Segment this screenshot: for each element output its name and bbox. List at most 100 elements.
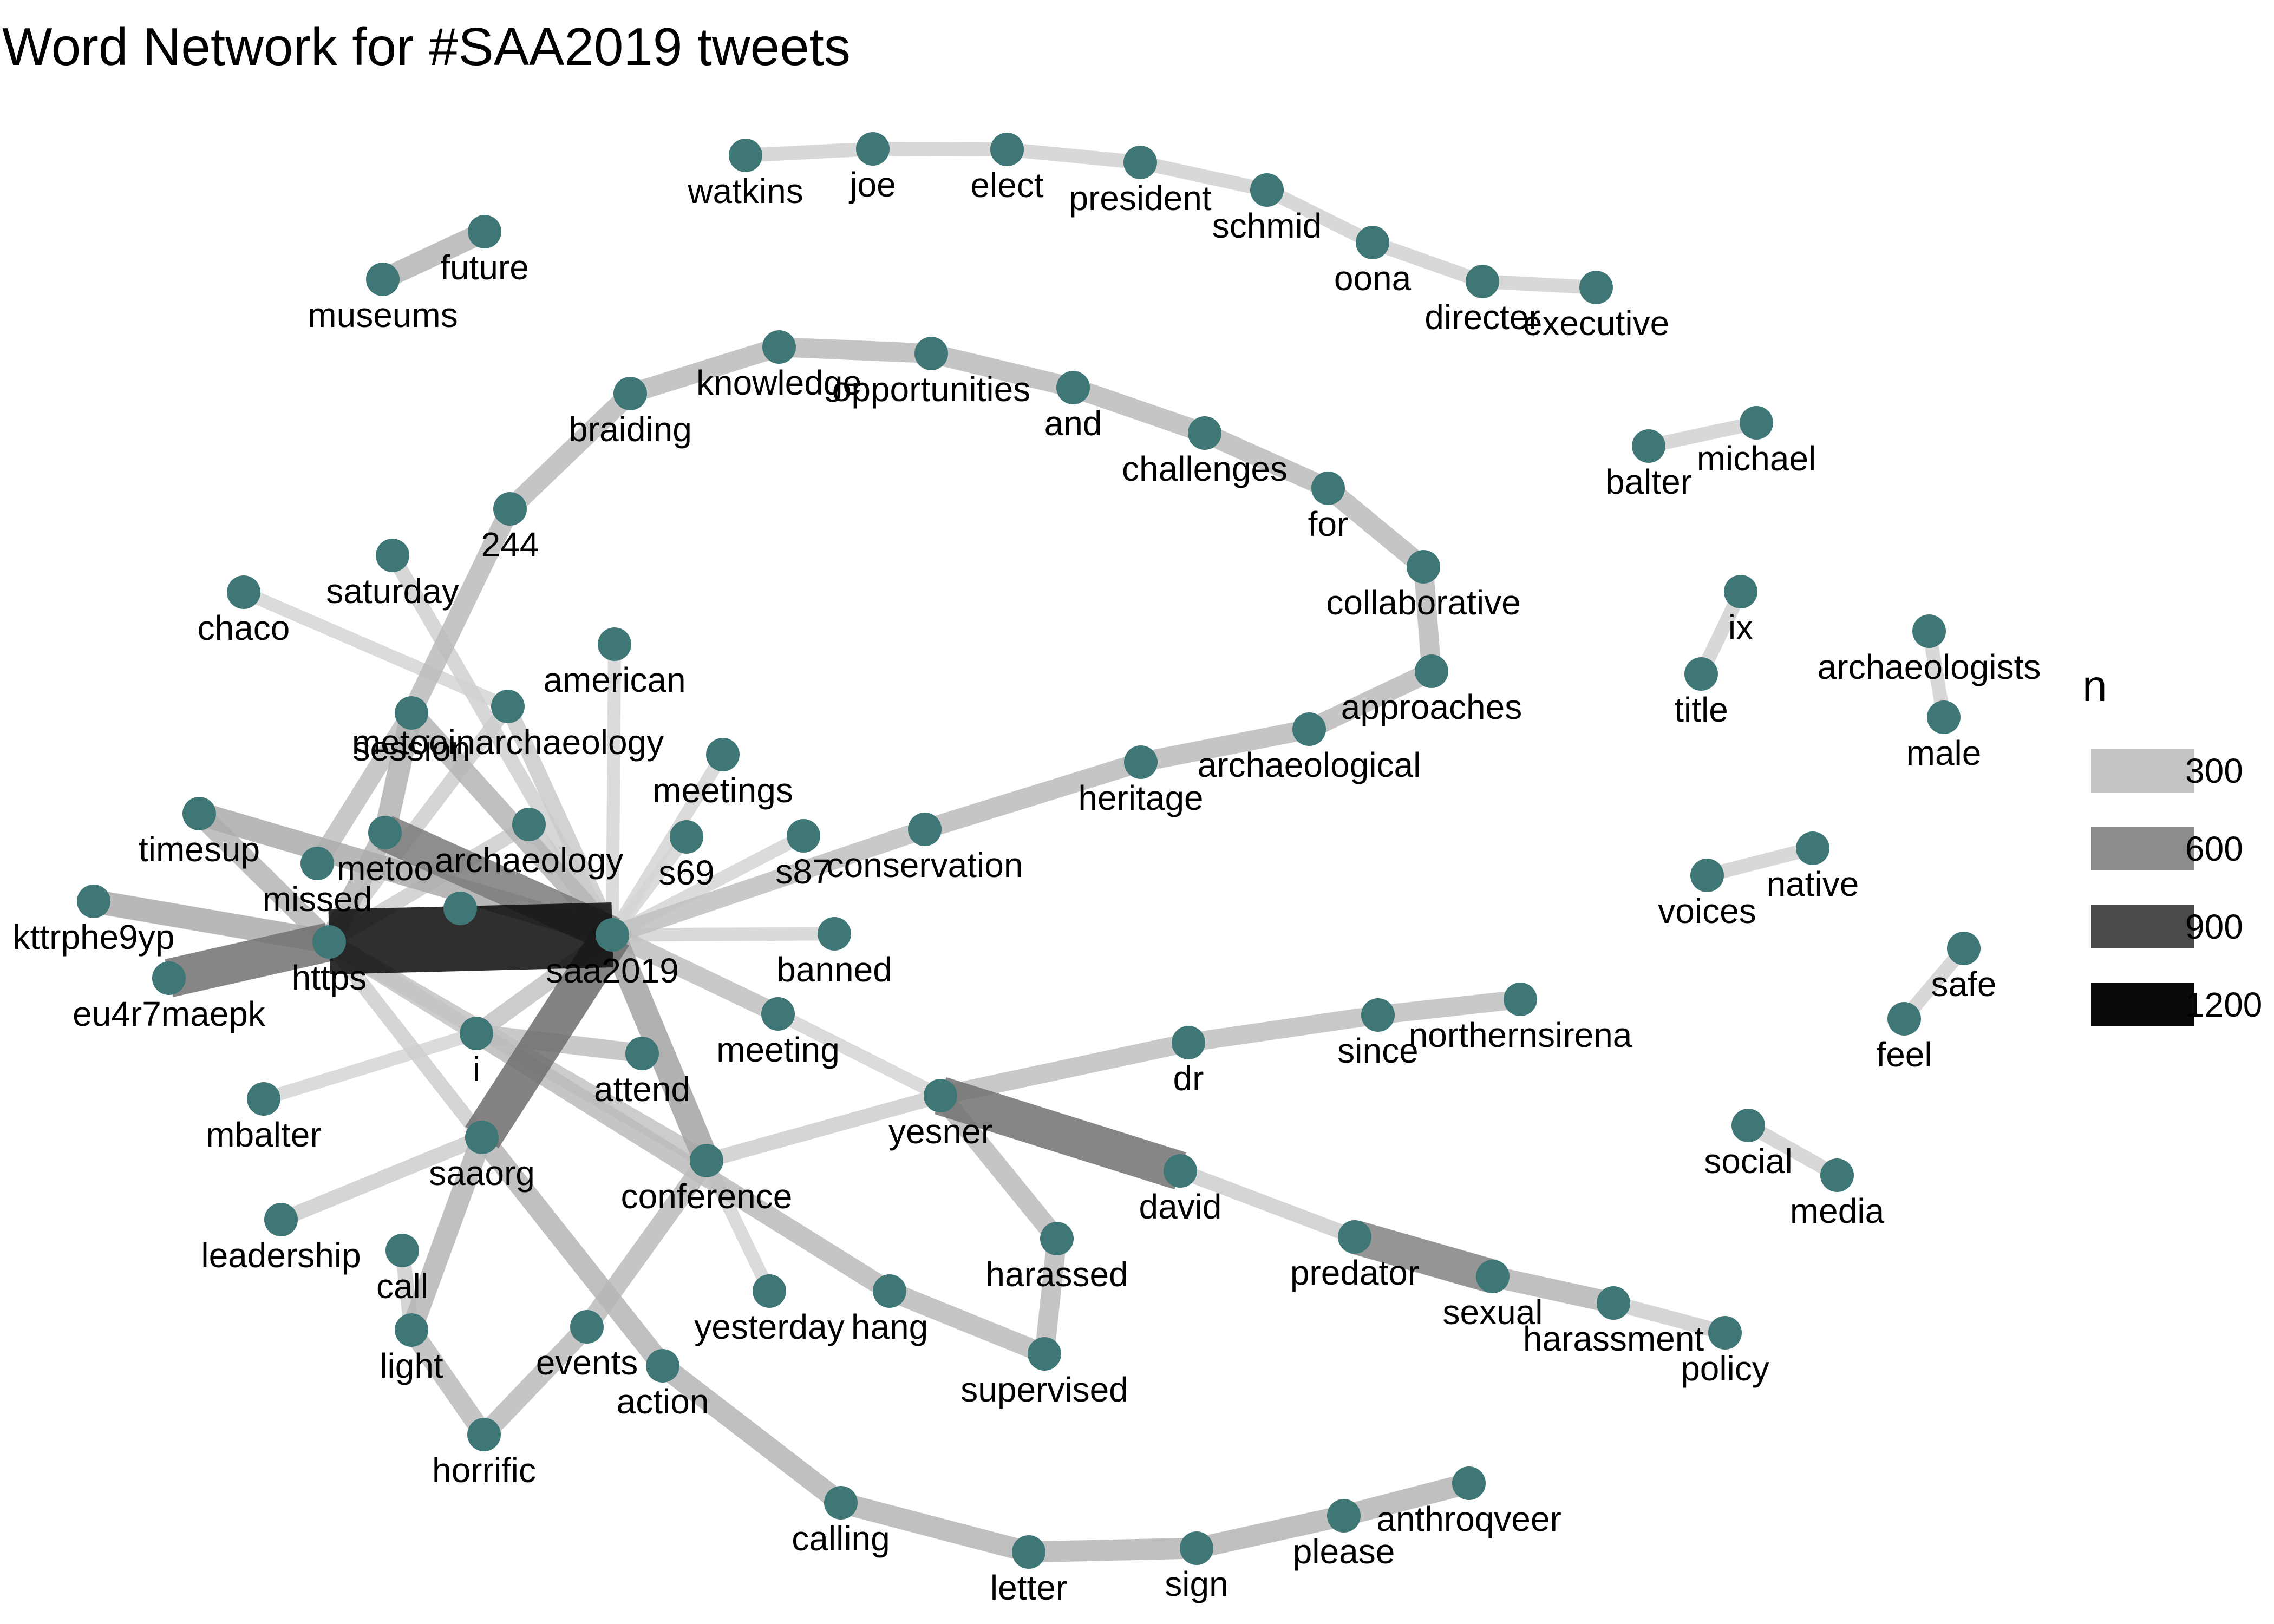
node-label-meetings: meetings	[652, 771, 793, 810]
legend-swatch-600	[2091, 827, 2194, 870]
node-predator	[1338, 1220, 1371, 1254]
node-label-action: action	[617, 1382, 709, 1421]
node-label-collaborative: collaborative	[1326, 583, 1520, 622]
node-label-balter: balter	[1605, 462, 1692, 501]
node-horrific	[467, 1418, 501, 1451]
edge-david-predator	[1178, 1164, 1357, 1244]
node-label-president: president	[1069, 179, 1212, 218]
node-metoo	[368, 816, 402, 849]
edge-collaborative-approaches	[1413, 566, 1442, 672]
node-label-mbalter: mbalter	[206, 1115, 321, 1154]
edge-i-mbalter	[262, 1027, 479, 1105]
edge-conference-yesner	[704, 1088, 943, 1168]
edge-oona-directer	[1370, 235, 1485, 289]
node-label-archaeologists: archaeologists	[1818, 647, 2041, 686]
node-hang	[873, 1274, 906, 1308]
edge-i-hang	[471, 1025, 895, 1300]
node-label-horrific: horrific	[432, 1451, 536, 1490]
node-anthroqveer	[1452, 1466, 1486, 1500]
node-yesterday	[753, 1274, 786, 1308]
node-label-for: for	[1308, 505, 1349, 543]
edge-for-collaborative	[1322, 480, 1430, 575]
edge-session-saa2019	[403, 705, 620, 942]
edge-sign-please	[1194, 1505, 1347, 1559]
node-label-schmid: schmid	[1212, 206, 1322, 245]
legend-title: n	[2082, 662, 2107, 711]
node-policy	[1708, 1316, 1742, 1350]
node-leadership	[264, 1203, 298, 1236]
node-label-archaeological: archaeological	[1198, 745, 1421, 784]
node-label-dr: dr	[1173, 1059, 1204, 1098]
node-label-saaorg: saaorg	[429, 1154, 535, 1193]
node-label-predator: predator	[1290, 1253, 1419, 1292]
node-call	[385, 1234, 419, 1267]
node-male	[1927, 700, 1961, 734]
node-conservation	[908, 813, 942, 846]
node-s69	[670, 820, 703, 854]
nodes-layer	[77, 132, 1981, 1569]
node-calling	[824, 1486, 858, 1520]
node-supervised	[1028, 1337, 1061, 1371]
edge-please-anthroqveer	[1341, 1473, 1472, 1526]
node-label-media: media	[1790, 1191, 1885, 1230]
legend-label-900: 900	[2185, 907, 2243, 946]
node-label-social: social	[1704, 1142, 1793, 1181]
node-label-i: i	[473, 1050, 480, 1089]
node-timesup	[182, 797, 216, 830]
node-metooinarchaeology	[491, 690, 525, 723]
node-social	[1731, 1109, 1765, 1142]
edge-calling-letter	[838, 1492, 1031, 1562]
node-label-challenges: challenges	[1122, 449, 1288, 488]
node-chaco	[227, 575, 260, 609]
node-244	[493, 492, 527, 526]
node-i	[460, 1017, 493, 1050]
node-label-metooinarchaeology: metooinarchaeology	[352, 723, 664, 762]
node-eu4r7maepk	[152, 961, 186, 995]
node-saa2019	[596, 918, 629, 952]
edge-voices-native	[1705, 841, 1815, 882]
node-michael	[1740, 406, 1773, 440]
node-saaorg	[465, 1121, 499, 1154]
edge-sexual-harassment	[1490, 1266, 1616, 1314]
node-for	[1311, 472, 1345, 505]
edge-heritage-conservation	[922, 752, 1144, 839]
node-knowledge	[762, 330, 796, 364]
edge-timesup-https	[192, 806, 337, 949]
legend: n 300 600 900 1200	[2082, 662, 2262, 1026]
node-label-events: events	[536, 1343, 638, 1382]
node-label-safe: safe	[1931, 965, 1997, 1004]
node-label-s87: s87	[775, 852, 831, 891]
node-schmid	[1250, 173, 1284, 207]
edge-yesner-david	[935, 1077, 1186, 1190]
node-since	[1361, 998, 1395, 1032]
node-harassment	[1597, 1286, 1630, 1320]
node-balter	[1632, 429, 1665, 463]
edge-https-saa2019	[328, 902, 613, 974]
legend-label-600: 600	[2185, 829, 2243, 868]
edge-horrific-events	[476, 1320, 594, 1442]
edge-challenges-for	[1200, 424, 1332, 497]
node-label-watkins: watkins	[687, 172, 803, 211]
node-label-missed: missed	[263, 880, 373, 919]
node-label-saa2019: saa2019	[546, 951, 679, 990]
node-label-conference: conference	[621, 1177, 793, 1216]
node-label-banned: banned	[776, 950, 892, 989]
node-joe	[856, 132, 890, 166]
node-session	[395, 696, 428, 730]
node-label-https: https	[292, 958, 367, 997]
legend-swatch-1200	[2091, 983, 2194, 1026]
node-harassed	[1040, 1222, 1074, 1255]
edge-archaeological-heritage	[1139, 719, 1311, 772]
node-label-future: future	[440, 248, 529, 287]
node-label-ix: ix	[1728, 608, 1753, 647]
node-museums	[366, 263, 400, 296]
node-braiding	[613, 377, 647, 410]
node-mbalter	[247, 1082, 280, 1116]
edge-knowledge-opportunities	[779, 337, 932, 364]
edge-balter-michael	[1647, 416, 1758, 453]
node-label-heritage: heritage	[1078, 778, 1203, 817]
node-label-conservation: conservation	[827, 846, 1023, 885]
edge-conservation-saa2019	[609, 820, 928, 944]
